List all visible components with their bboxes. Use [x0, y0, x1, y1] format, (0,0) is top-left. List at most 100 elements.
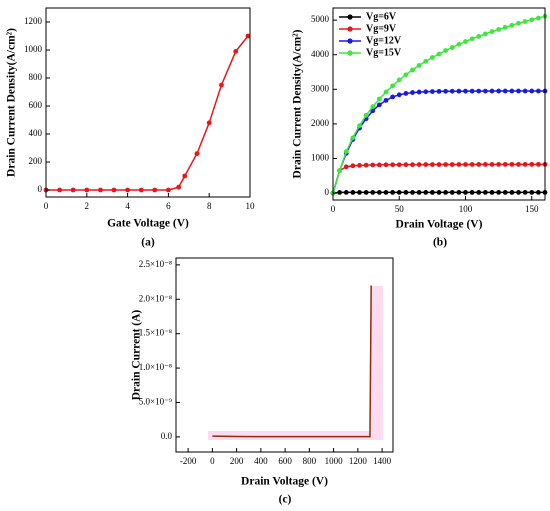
data-point [509, 22, 515, 28]
data-point [396, 189, 402, 195]
x-axis-label: Gate Voltage (V) [107, 218, 189, 230]
data-point [449, 45, 455, 50]
data-point [502, 189, 508, 195]
data-point [502, 161, 508, 167]
plot-frame [45, 7, 251, 198]
data-point [535, 88, 541, 94]
data-point [182, 173, 188, 179]
data-point [516, 189, 521, 195]
data-point [219, 82, 224, 88]
data-point [449, 162, 455, 167]
data-point [496, 162, 502, 167]
x-tick-label: 200 [230, 456, 244, 466]
data-point [337, 168, 343, 173]
data-point [496, 88, 502, 94]
data-point [423, 89, 429, 95]
data-point [443, 189, 449, 195]
data-point [350, 163, 356, 169]
data-point [357, 163, 362, 168]
data-point [436, 88, 442, 94]
data-point [396, 162, 402, 168]
data-point [403, 72, 409, 78]
x-tick-label: 0 [44, 201, 49, 211]
data-point [410, 189, 415, 195]
data-point [125, 187, 130, 193]
data-point [376, 96, 382, 102]
data-point [416, 162, 422, 167]
data-point [423, 189, 429, 195]
x-axis-label: Drain Voltage (V) [241, 476, 328, 488]
data-point [343, 189, 349, 195]
data-point [416, 189, 422, 195]
data-point [423, 162, 429, 167]
shaded-band [371, 286, 383, 440]
data-point [206, 120, 212, 126]
data-point [176, 184, 182, 190]
x-tick-label: 150 [525, 204, 539, 214]
legend-marker [347, 38, 353, 44]
data-point [429, 55, 435, 60]
data-point [509, 88, 515, 94]
data-point [390, 94, 396, 100]
x-tick-label: 1000 [325, 456, 344, 466]
y-tick-label: 0.0 [161, 431, 173, 441]
data-point [357, 123, 362, 129]
data-point [383, 162, 389, 168]
data-point [370, 189, 376, 195]
data-point [376, 189, 382, 195]
x-tick-label: 0 [210, 456, 215, 466]
data-point [516, 161, 521, 167]
data-point [343, 149, 349, 154]
data-point [456, 189, 462, 195]
data-point [57, 187, 63, 193]
y-tick-label: 2000 [311, 118, 330, 128]
data-point [370, 108, 376, 114]
legend-marker [347, 50, 353, 56]
data-point [363, 112, 369, 118]
y-tick-label: 5000 [311, 14, 330, 24]
data-point [496, 189, 502, 195]
caption: (c) [279, 494, 292, 506]
data-point [516, 88, 521, 94]
data-line [332, 163, 545, 194]
y-tick-label: 0 [325, 187, 330, 197]
legend-marker [347, 26, 353, 32]
data-point [429, 189, 435, 195]
data-point [463, 39, 468, 44]
data-point [436, 51, 442, 57]
legend-label: Vg=12V [366, 35, 402, 46]
data-point [509, 189, 515, 195]
data-point [138, 187, 144, 193]
data-point [370, 162, 376, 168]
data-point [429, 162, 435, 167]
data-point [489, 29, 495, 34]
data-point [403, 91, 409, 96]
y-tick-label: 1000 [24, 44, 43, 54]
data-point [449, 88, 455, 94]
y-tick-label: 5.0×10⁻⁹ [139, 397, 172, 407]
data-point [449, 189, 455, 195]
data-point [463, 162, 468, 167]
data-point [482, 31, 488, 37]
data-point [476, 162, 482, 167]
data-point [416, 89, 422, 95]
plot-frame [175, 257, 394, 453]
data-point [410, 90, 415, 95]
data-point [84, 187, 90, 193]
data-point [529, 161, 535, 167]
data-point [403, 189, 409, 195]
data-point [416, 63, 422, 68]
data-point [343, 164, 349, 170]
data-line [46, 35, 249, 191]
data-point [535, 161, 541, 167]
plot-frame [332, 7, 546, 201]
x-tick-label: 1400 [373, 456, 392, 466]
y-tick-label: 1200 [24, 16, 43, 26]
data-point [443, 88, 449, 94]
data-point [376, 162, 382, 168]
data-point [363, 189, 369, 195]
data-point [529, 189, 535, 195]
y-tick-label: 1.0×10⁻⁸ [139, 362, 172, 372]
data-point [469, 189, 475, 195]
